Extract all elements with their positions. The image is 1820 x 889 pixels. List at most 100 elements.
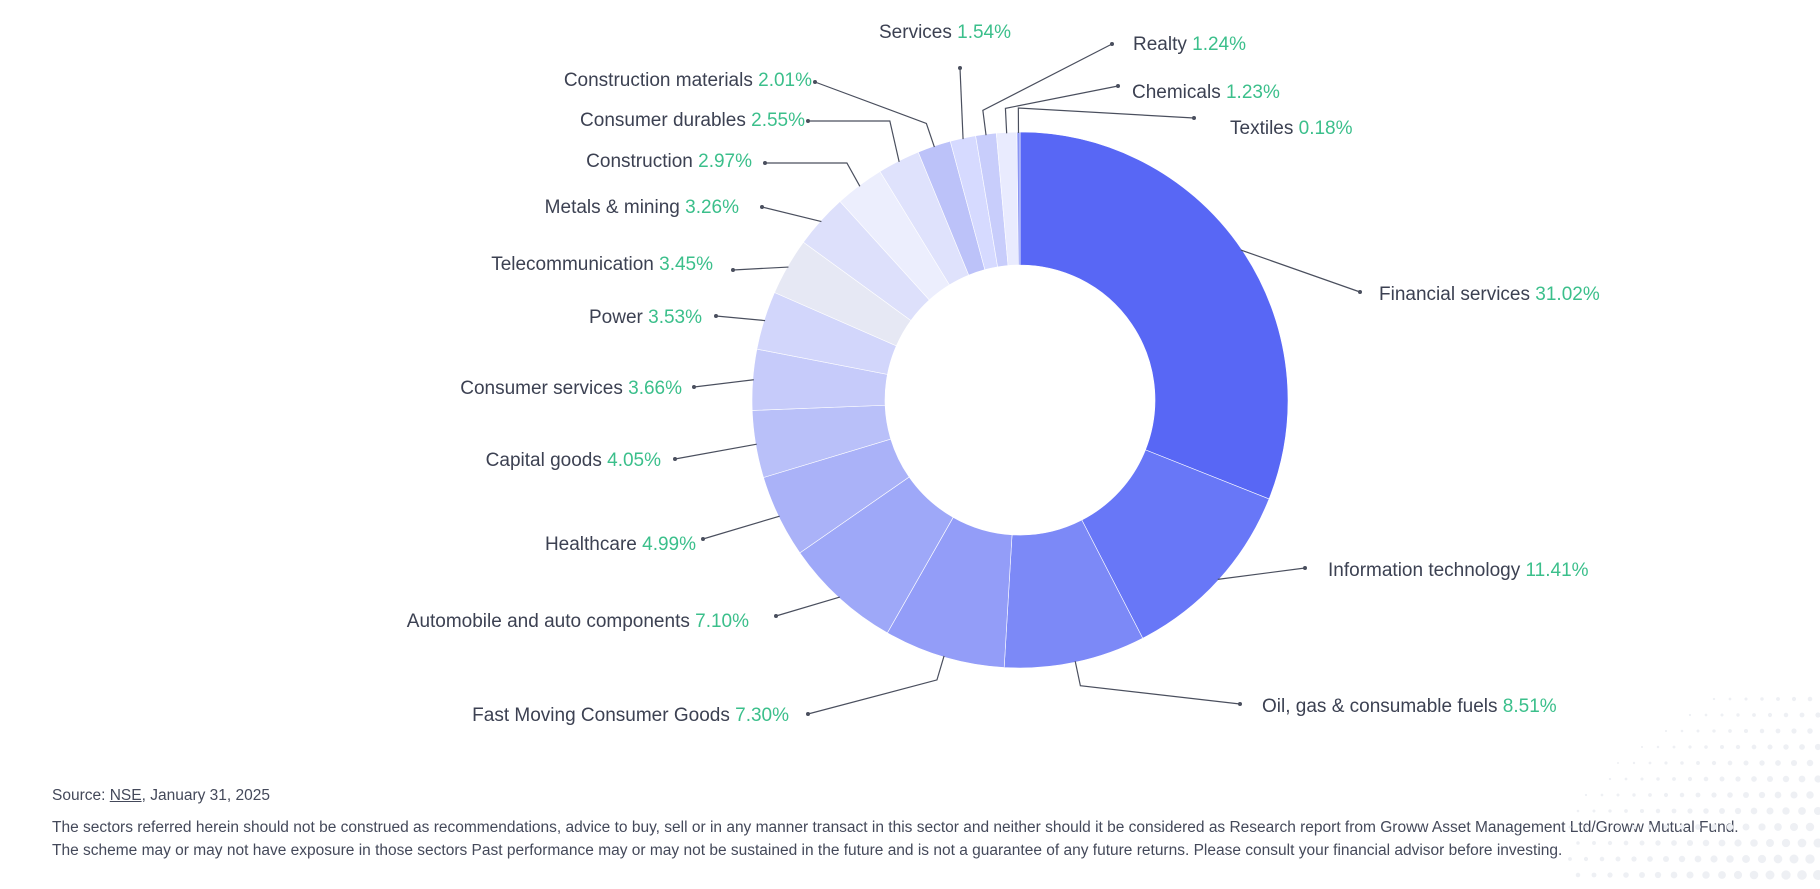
slice-label-value: 31.02%	[1535, 284, 1600, 305]
decorative-dot	[1696, 729, 1700, 733]
decorative-dot	[1615, 856, 1621, 862]
sector-donut-chart: Financial services 31.02% Information tec…	[407, 22, 1600, 726]
slice-label-name: Information technology	[1328, 560, 1526, 581]
leader-dot	[673, 457, 677, 461]
decorative-dot	[1583, 856, 1589, 862]
decorative-dot	[1600, 793, 1604, 797]
decorative-dot	[1728, 729, 1732, 733]
source-link[interactable]: NSE	[109, 787, 142, 804]
decorative-dot	[1773, 854, 1783, 864]
leader-dot	[958, 66, 962, 70]
decorative-dot	[1632, 793, 1636, 797]
decorative-dot	[1662, 855, 1670, 863]
decorative-dot	[1728, 697, 1732, 701]
decorative-dot	[1744, 697, 1748, 701]
decorative-dot	[1774, 823, 1782, 831]
slice-label-name: Realty	[1133, 34, 1192, 55]
decorative-dot	[1752, 713, 1756, 717]
decorative-dot	[1726, 823, 1734, 831]
slice-label-value: 2.97%	[698, 151, 752, 172]
decorative-dot	[1680, 761, 1684, 765]
decorative-dot	[1672, 777, 1676, 781]
decorative-dot	[1575, 872, 1581, 878]
decorative-dot	[1592, 841, 1596, 845]
decorative-dot	[1607, 872, 1613, 878]
slice-label: Chemicals 1.23%	[1132, 82, 1280, 103]
decorative-dot	[1735, 744, 1741, 750]
slice-label: Consumer services 3.66%	[460, 378, 682, 399]
decorative-dot	[1584, 825, 1588, 829]
slice-label-name: Oil, gas & consumable fuels	[1262, 696, 1503, 717]
leader-dot	[1303, 566, 1307, 570]
leader-line	[715, 315, 766, 322]
decorative-dot	[1712, 697, 1716, 701]
slice-label-value: 1.54%	[957, 22, 1011, 43]
decorative-dot	[1799, 712, 1805, 718]
decorative-dot	[1616, 761, 1620, 765]
decorative-dot	[1608, 777, 1612, 781]
decorative-dot	[1760, 697, 1764, 701]
decorative-dot	[1727, 792, 1733, 798]
decorative-dot	[1743, 728, 1749, 734]
slice-label-name: Healthcare	[545, 534, 642, 555]
decorative-dot	[1686, 871, 1694, 879]
slice-label-value: 7.10%	[695, 611, 749, 632]
decorative-dot	[1696, 761, 1700, 765]
decorative-dot	[1663, 792, 1669, 798]
leader-dot	[760, 205, 764, 209]
slice-label-value: 4.05%	[607, 450, 661, 471]
decorative-dot	[1775, 760, 1781, 766]
decorative-dot	[1734, 839, 1742, 847]
decorative-dot	[1726, 855, 1734, 863]
decorative-dot	[1790, 759, 1798, 767]
decorative-dot	[1718, 839, 1726, 847]
decorative-dot	[1671, 840, 1677, 846]
decorative-dot	[1710, 855, 1718, 863]
leader-dot	[806, 119, 810, 123]
slice-label: Power 3.53%	[589, 307, 702, 328]
leader-dot	[692, 385, 696, 389]
decorative-dot	[1781, 870, 1791, 880]
decorative-dot	[1767, 744, 1773, 750]
slice-label-name: Financial services	[1379, 284, 1535, 305]
slice-label: Services 1.54%	[879, 22, 1011, 43]
slice-label-name: Fast Moving Consumer Goods	[472, 705, 735, 726]
decorative-dot	[1599, 856, 1605, 862]
slice-label: Realty 1.24%	[1133, 34, 1246, 55]
decorative-dot	[1639, 872, 1645, 878]
slice-label-value: 1.23%	[1226, 82, 1280, 103]
decorative-dot	[1719, 808, 1725, 814]
decorative-dot	[1632, 761, 1636, 765]
leader-dot	[714, 314, 718, 318]
decorative-dot	[1686, 839, 1694, 847]
leader-dot	[1192, 116, 1196, 120]
slice-label-value: 3.53%	[648, 307, 702, 328]
slice-label-value: 3.66%	[628, 378, 682, 399]
decorative-dot	[1687, 776, 1693, 782]
decorative-dot	[1616, 825, 1620, 829]
leader-dot	[731, 268, 735, 272]
decorative-dot	[1791, 728, 1797, 734]
leader-dot	[701, 537, 705, 541]
decorative-dot	[1815, 712, 1820, 718]
slice-label-name: Power	[589, 307, 648, 328]
slice-label-name: Consumer durables	[580, 110, 751, 131]
decorative-dot	[1655, 808, 1661, 814]
decorative-dot	[1782, 807, 1790, 815]
decorative-dot	[1799, 744, 1805, 750]
leader-dot	[1116, 84, 1120, 88]
decorative-dot	[1789, 854, 1799, 864]
decorative-dot	[1807, 696, 1813, 702]
decorative-dot	[1742, 855, 1750, 863]
slice-label: Healthcare 4.99%	[545, 534, 696, 555]
leader-dot	[806, 712, 810, 716]
decorative-dot	[1679, 824, 1685, 830]
decorative-dot	[1654, 871, 1662, 879]
decorative-dot	[1813, 806, 1820, 816]
decorative-dot	[1751, 776, 1757, 782]
slice-label-name: Textiles	[1230, 118, 1299, 139]
decorative-dot	[1623, 872, 1629, 878]
decorative-dot	[1695, 824, 1701, 830]
decorative-dot	[1720, 713, 1724, 717]
decorative-dot	[1757, 854, 1767, 864]
